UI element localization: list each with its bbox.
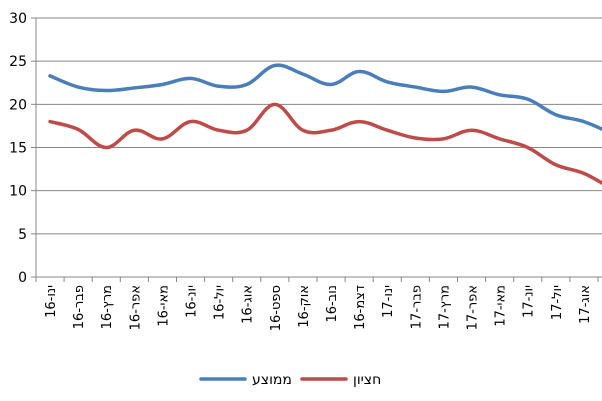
x-tick-label: מאי-17 (494, 285, 509, 327)
y-tick-label: 30 (9, 11, 27, 27)
x-tick-label: פבר-16 (72, 285, 87, 329)
y-tick-label: 10 (9, 184, 27, 200)
legend: ממוצע חציון (199, 372, 381, 388)
x-tick-label: אפר-16 (128, 285, 143, 330)
x-tick-label: פבר-17 (409, 285, 424, 329)
x-tick-label: יול-16 (213, 285, 228, 320)
series-line-average (48, 63, 602, 132)
x-axis-ticks: ינו-16 פבר-16 מרץ-16 אפר-16 מאי-16 יונ-16 יול-… (35, 277, 599, 331)
x-tick-label: ינו-17 (381, 285, 396, 318)
series-line-median (48, 102, 602, 186)
y-tick-label: 0 (18, 270, 27, 286)
y-tick-label: 15 (9, 141, 27, 157)
grid-lines (36, 17, 602, 235)
x-tick-label: מאי-16 (156, 285, 171, 327)
x-tick-label: יונ-17 (522, 285, 537, 318)
x-tick-label: יול-17 (550, 285, 565, 320)
x-tick-label: דצמ-16 (353, 285, 368, 330)
y-axis-ticks: 0 5 10 15 20 25 30 (9, 11, 36, 286)
x-tick-label: אפר-17 (466, 285, 481, 330)
x-tick-label: אוק-16 (297, 285, 312, 328)
legend-label-average: ממוצע (252, 372, 292, 388)
y-tick-label: 25 (9, 54, 27, 70)
y-tick-label: 20 (9, 97, 27, 113)
x-tick-label: אוג-17 (578, 285, 593, 324)
x-tick-label: אוג-16 (241, 285, 256, 324)
x-tick-label: ספט-16 (269, 285, 284, 331)
axes (35, 18, 602, 278)
legend-label-median: חציון (353, 372, 381, 388)
x-tick-label: מרץ-17 (437, 285, 452, 329)
x-tick-label: מרץ-16 (100, 285, 115, 329)
y-tick-label: 5 (18, 227, 27, 243)
x-tick-label: יונ-16 (185, 285, 200, 318)
series-lines (48, 63, 602, 186)
x-tick-label: ינו-16 (44, 285, 59, 318)
x-tick-label: נוב-16 (325, 285, 340, 323)
